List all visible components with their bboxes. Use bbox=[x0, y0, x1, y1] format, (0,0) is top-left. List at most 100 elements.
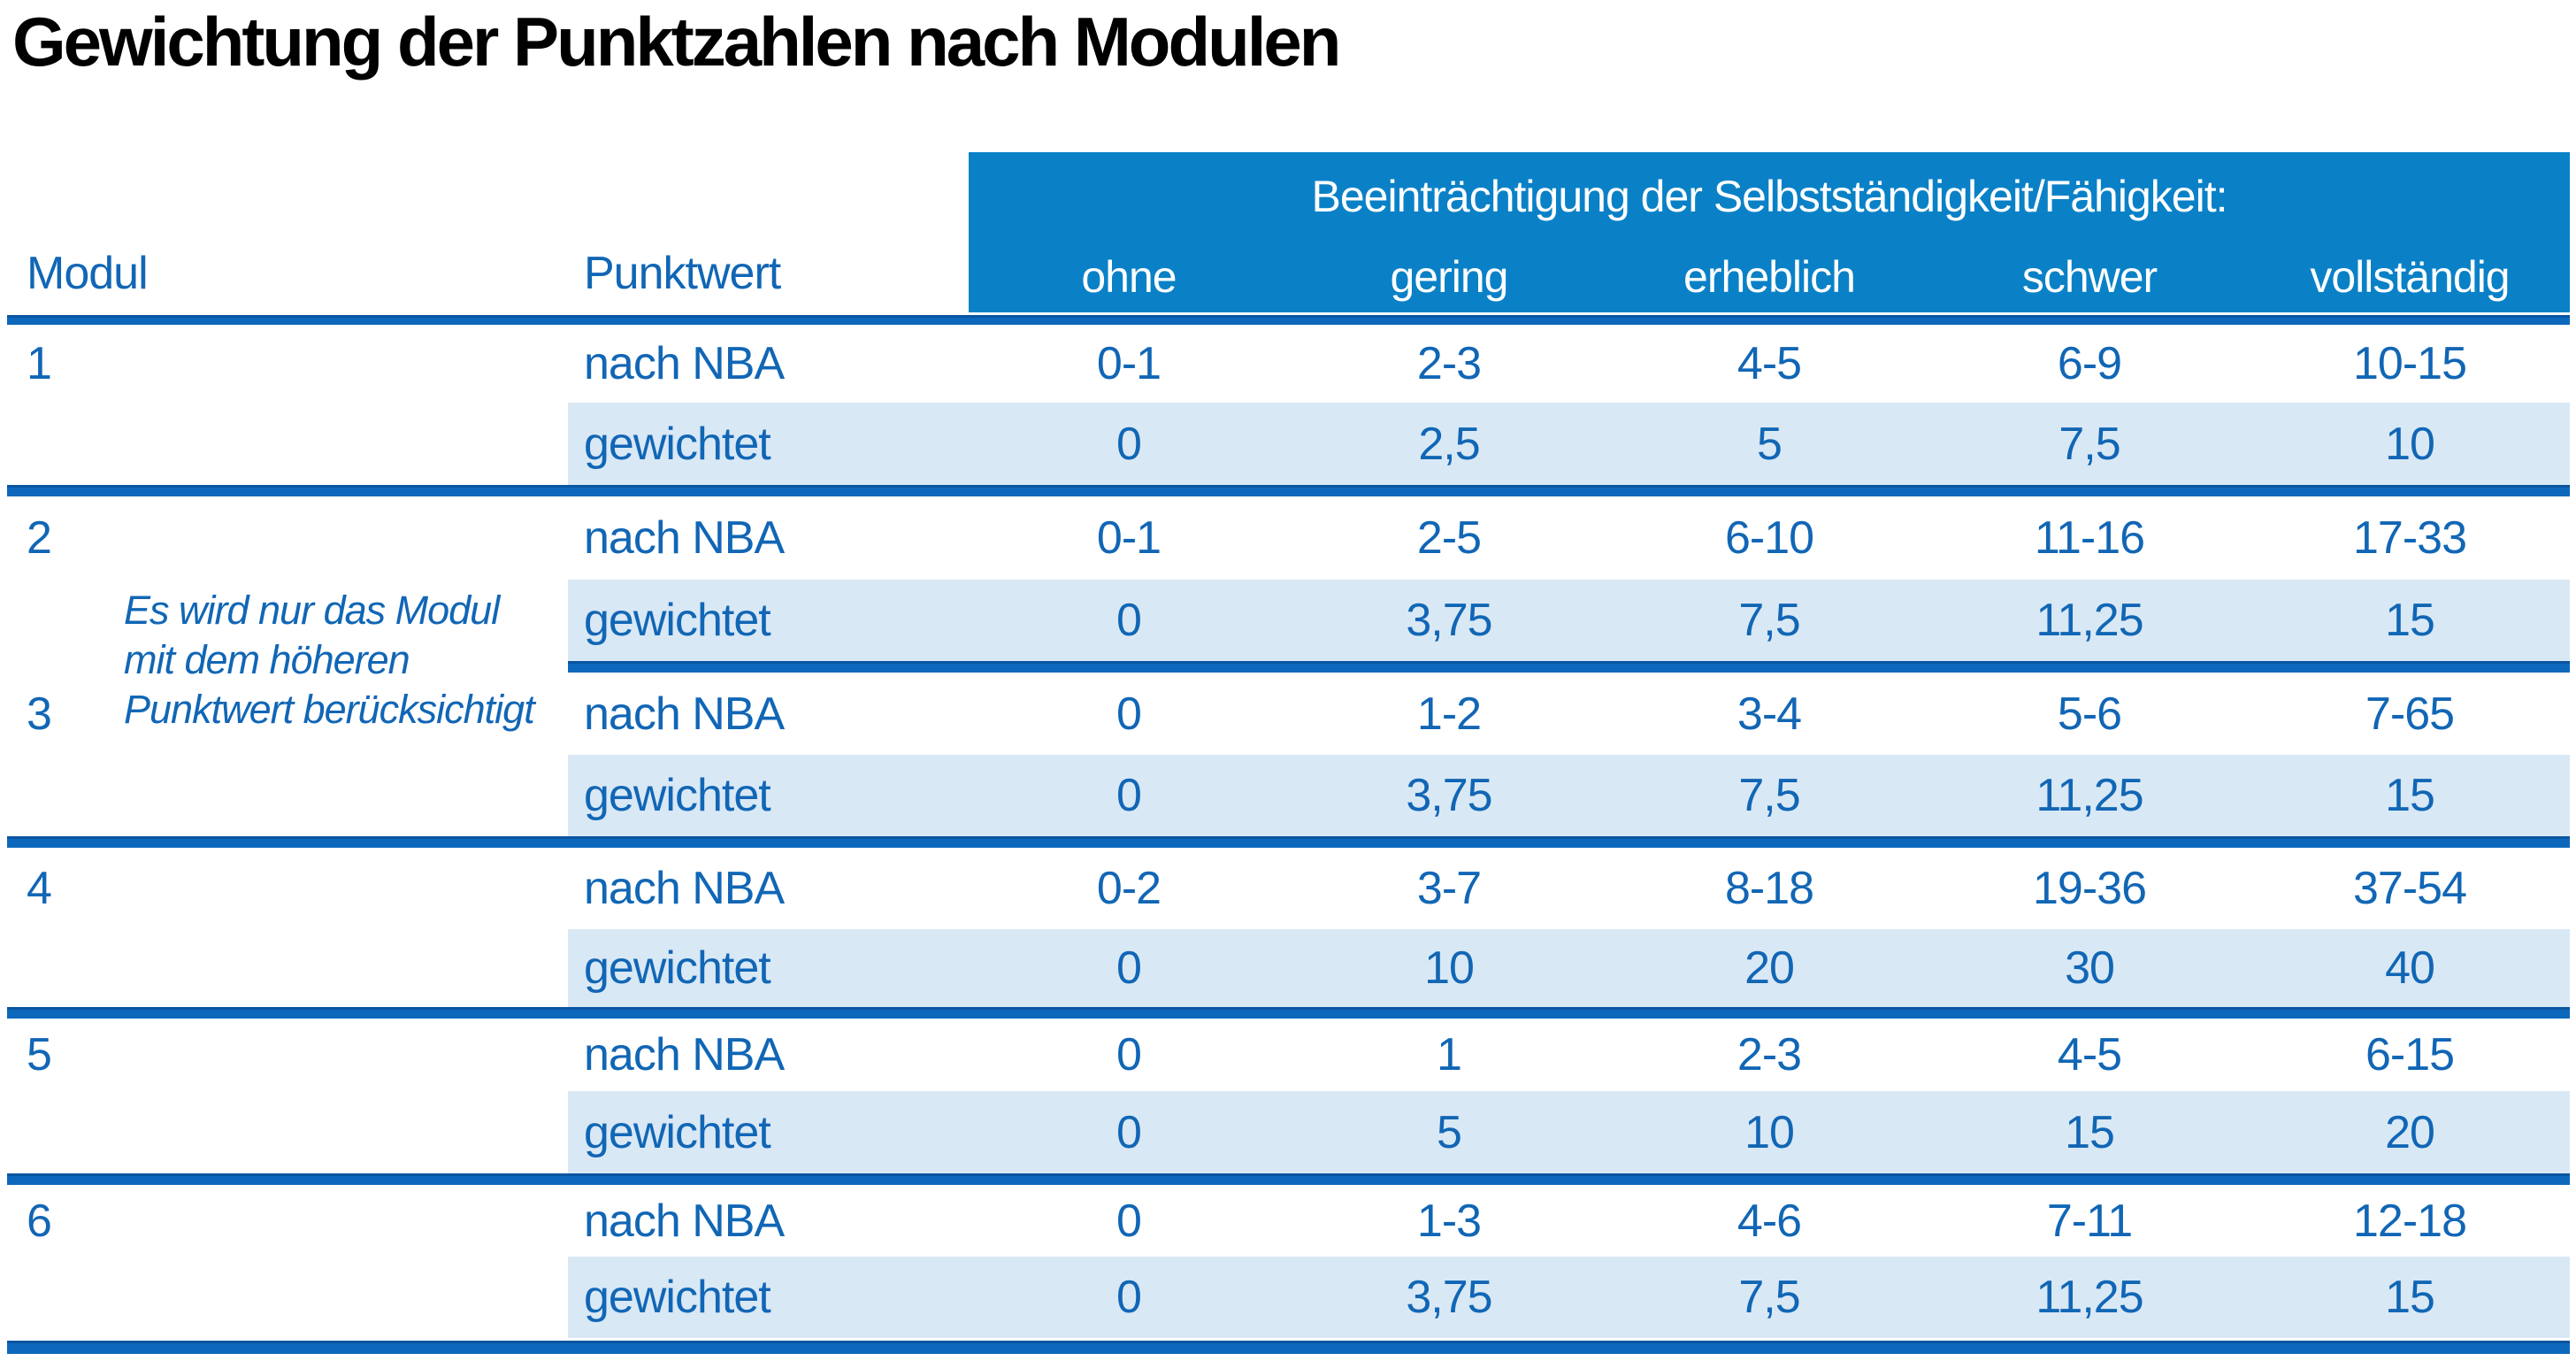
value-cell: 30 bbox=[2065, 942, 2115, 994]
column-headers: ohne gering erheblich schwer vollständig bbox=[969, 241, 2570, 312]
value-cell: 11-16 bbox=[2034, 512, 2145, 564]
value-cell: 1-3 bbox=[1416, 1195, 1482, 1247]
value-cell: 20 bbox=[1744, 942, 1795, 994]
value-cell: 7,5 bbox=[2058, 418, 2120, 470]
table-row-module3-weighted: gewichtet 0 3,75 7,5 11,25 15 bbox=[0, 755, 2570, 836]
value-cell: 0-2 bbox=[1096, 863, 1162, 914]
value-cell: 3-7 bbox=[1416, 863, 1482, 914]
value-cell: 6-15 bbox=[2365, 1029, 2455, 1080]
value-cell: 0-1 bbox=[1096, 338, 1162, 389]
value-cell: 0 bbox=[1116, 1195, 1142, 1247]
value-cell: 5 bbox=[1437, 1106, 1462, 1158]
value-cell: 10-15 bbox=[2353, 338, 2467, 389]
table-row-module5-nba: 5 nach NBA 0 1 2-3 4-5 6-15 bbox=[0, 1019, 2570, 1091]
value-cell: 5-6 bbox=[2057, 688, 2122, 740]
value-cell: 3,75 bbox=[1406, 595, 1492, 646]
table-row-module2-weighted: gewichtet 0 3,75 7,5 11,25 15 bbox=[0, 580, 2570, 661]
table-row-module4-nba: 4 nach NBA 0-2 3-7 8-18 19-36 37-54 bbox=[0, 848, 2570, 929]
table-row-module3-nba: 3 nach NBA 0 1-2 3-4 5-6 7-65 bbox=[0, 673, 2570, 755]
value-cell: 0-1 bbox=[1096, 512, 1162, 564]
value-cell: 0 bbox=[1116, 1106, 1142, 1158]
column-header-erheblich: erheblich bbox=[1683, 251, 1856, 302]
value-cell: 37-54 bbox=[2353, 863, 2467, 914]
separator-module-3-4 bbox=[7, 836, 2570, 848]
value-cell: 15 bbox=[2385, 1272, 2435, 1323]
row-label: nach NBA bbox=[584, 688, 785, 740]
value-cell: 40 bbox=[2385, 942, 2435, 994]
column-header-schwer: schwer bbox=[2021, 251, 2158, 302]
row-label: gewichtet bbox=[584, 942, 771, 994]
column-header-vollstaendig: vollständig bbox=[2310, 251, 2510, 302]
value-cell: 15 bbox=[2385, 595, 2435, 646]
module-number: 4 bbox=[27, 863, 52, 914]
value-cell: 1 bbox=[1437, 1029, 1462, 1080]
value-cell: 11,25 bbox=[2036, 1272, 2143, 1323]
note-line: mit dem höheren bbox=[124, 637, 410, 682]
row-label: nach NBA bbox=[584, 338, 785, 389]
value-cell: 10 bbox=[1424, 942, 1475, 994]
value-cell: 0 bbox=[1116, 1029, 1142, 1080]
value-cell: 3-4 bbox=[1736, 688, 1802, 740]
table-row-module6-nba: 6 nach NBA 0 1-3 4-6 7-11 12-18 bbox=[0, 1185, 2570, 1257]
separator-header bbox=[7, 315, 2570, 325]
value-cell: 10 bbox=[1744, 1106, 1795, 1158]
value-cell: 10 bbox=[2385, 418, 2435, 470]
modules-2-3-note: Es wird nur das Modul mit dem höheren Pu… bbox=[124, 586, 602, 734]
separator-bottom bbox=[7, 1341, 2570, 1354]
row-label: nach NBA bbox=[584, 1029, 785, 1080]
row-label: gewichtet bbox=[584, 770, 771, 821]
value-cell: 6-10 bbox=[1724, 512, 1814, 564]
left-header-row: Modul Punktwert bbox=[0, 152, 969, 312]
value-cell: 8-18 bbox=[1724, 863, 1814, 914]
value-cell: 0 bbox=[1116, 418, 1142, 470]
value-cell: 0 bbox=[1116, 595, 1142, 646]
column-header-ohne: ohne bbox=[1081, 251, 1177, 302]
value-cell: 15 bbox=[2065, 1106, 2115, 1158]
module-number: 5 bbox=[27, 1029, 52, 1080]
value-cell: 15 bbox=[2385, 770, 2435, 821]
row-label: nach NBA bbox=[584, 863, 785, 914]
row-label: gewichtet bbox=[584, 595, 771, 646]
row-label: gewichtet bbox=[584, 1272, 771, 1323]
value-cell: 2,5 bbox=[1418, 418, 1480, 470]
modul-header: Modul bbox=[27, 248, 149, 299]
value-cell: 3,75 bbox=[1406, 1272, 1492, 1323]
column-group-header: Beeinträchtigung der Selbstständigkeit/F… bbox=[1311, 172, 2228, 221]
value-cell: 11,25 bbox=[2036, 770, 2143, 821]
value-cell: 17-33 bbox=[2353, 512, 2467, 564]
value-cell: 7,5 bbox=[1738, 595, 1800, 646]
module-number: 2 bbox=[27, 512, 52, 564]
value-cell: 0 bbox=[1116, 770, 1142, 821]
table-row-module2-nba: 2 nach NBA 0-1 2-5 6-10 11-16 17-33 bbox=[0, 496, 2570, 580]
separator-module-4-5 bbox=[7, 1007, 2570, 1019]
row-label: gewichtet bbox=[584, 418, 771, 470]
value-cell: 12-18 bbox=[2353, 1195, 2467, 1247]
value-cell: 11,25 bbox=[2036, 595, 2143, 646]
value-cell: 7,5 bbox=[1738, 1272, 1800, 1323]
row-label: nach NBA bbox=[584, 512, 785, 564]
note-line: Punktwert berücksichtigt bbox=[124, 687, 535, 732]
module-number: 3 bbox=[27, 688, 52, 740]
page-title: Gewichtung der Punktzahlen nach Modulen bbox=[12, 3, 1341, 81]
separator-module-1-2 bbox=[7, 485, 2570, 496]
value-cell: 1-2 bbox=[1416, 688, 1482, 740]
table-row-module5-weighted: gewichtet 0 5 10 15 20 bbox=[0, 1091, 2570, 1173]
note-line: Es wird nur das Modul bbox=[124, 588, 500, 633]
value-cell: 4-5 bbox=[1736, 338, 1802, 389]
module-number: 1 bbox=[27, 338, 52, 389]
value-cell: 6-9 bbox=[2057, 338, 2122, 389]
value-cell: 3,75 bbox=[1406, 770, 1492, 821]
value-cell: 20 bbox=[2385, 1106, 2435, 1158]
separator-module-5-6 bbox=[7, 1173, 2570, 1185]
module-number: 6 bbox=[27, 1195, 52, 1247]
value-cell: 0 bbox=[1116, 942, 1142, 994]
value-cell: 7,5 bbox=[1738, 770, 1800, 821]
separator-module-2-3 bbox=[568, 661, 2570, 673]
value-cell: 4-5 bbox=[2057, 1029, 2122, 1080]
row-label: nach NBA bbox=[584, 1195, 785, 1247]
value-cell: 5 bbox=[1757, 418, 1782, 470]
table-row-module6-weighted: gewichtet 0 3,75 7,5 11,25 15 bbox=[0, 1257, 2570, 1338]
value-cell: 0 bbox=[1116, 1272, 1142, 1323]
punktwert-header: Punktwert bbox=[584, 248, 781, 299]
